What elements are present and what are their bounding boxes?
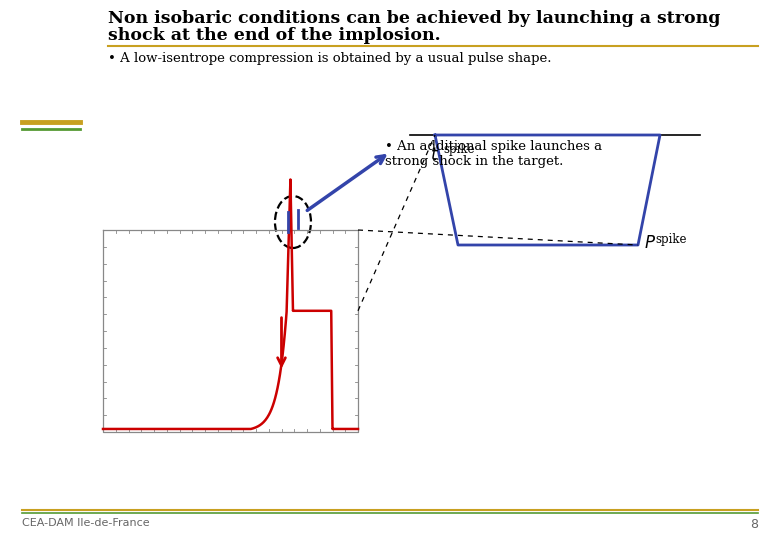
- Text: • An additional spike launches a
strong shock in the target.: • An additional spike launches a strong …: [385, 140, 602, 168]
- Text: spike: spike: [443, 143, 474, 156]
- Text: 8: 8: [750, 518, 758, 531]
- Text: • A low-isentrope compression is obtained by a usual pulse shape.: • A low-isentrope compression is obtaine…: [108, 52, 551, 65]
- Text: spike: spike: [655, 233, 686, 246]
- Text: $P$: $P$: [644, 234, 656, 252]
- Text: Non isobaric conditions can be achieved by launching a strong: Non isobaric conditions can be achieved …: [108, 10, 721, 27]
- Text: $t$: $t$: [430, 147, 439, 164]
- Text: shock at the end of the implosion.: shock at the end of the implosion.: [108, 27, 441, 44]
- Text: CEA-DAM Ile-de-France: CEA-DAM Ile-de-France: [22, 518, 150, 528]
